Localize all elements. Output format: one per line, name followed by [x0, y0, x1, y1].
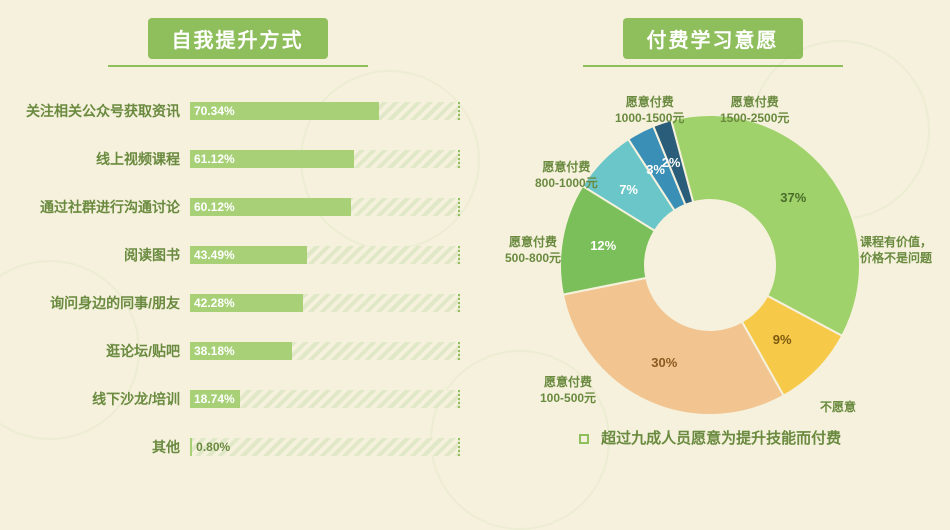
donut-pct: 9% — [773, 332, 792, 347]
bar-label: 其他 — [20, 437, 190, 457]
bar-row: 其他0.80% — [20, 431, 470, 463]
bar-track: 61.12% — [190, 150, 460, 168]
bar-value: 43.49% — [194, 246, 235, 264]
bar-track: 38.18% — [190, 342, 460, 360]
bar-label: 通过社群进行沟通讨论 — [20, 197, 190, 217]
donut-label: 不愿意 — [820, 400, 856, 416]
bar-value: 38.18% — [194, 342, 235, 360]
donut-label: 愿意付费1500-2500元 — [720, 95, 789, 126]
left-title-underline — [108, 65, 368, 67]
bar-label: 线上视频课程 — [20, 149, 190, 169]
donut-pct: 7% — [619, 182, 638, 197]
bar-track: 60.12% — [190, 198, 460, 216]
bar-track: 70.34% — [190, 102, 460, 120]
bar-value: 18.74% — [194, 390, 235, 408]
donut-label: 愿意付费800-1000元 — [535, 160, 598, 191]
donut-pct: 2% — [662, 155, 681, 170]
donut-chart: 37%9%30%12%7%3%2%课程有价值，价格不是问题不愿意愿意付费100-… — [560, 115, 860, 415]
donut-label: 愿意付费500-800元 — [505, 235, 561, 266]
bar-track: 43.49% — [190, 246, 460, 264]
donut-pct: 12% — [590, 238, 616, 253]
footnote-bullet-icon — [579, 434, 589, 444]
bar-value: 0.80% — [192, 438, 230, 456]
bar-value: 70.34% — [194, 102, 235, 120]
donut-label: 愿意付费100-500元 — [540, 375, 596, 406]
donut-label: 愿意付费1000-1500元 — [615, 95, 684, 126]
donut-pct: 37% — [780, 190, 806, 205]
bar-track: 0.80% — [190, 438, 460, 456]
donut-center — [645, 200, 775, 330]
footnote: 超过九成人员愿意为提升技能而付费 — [470, 427, 950, 448]
footnote-text: 超过九成人员愿意为提升技能而付费 — [601, 430, 841, 447]
donut-panel: 37%9%30%12%7%3%2%课程有价值，价格不是问题不愿意愿意付费100-… — [470, 95, 950, 479]
donut-label: 课程有价值，价格不是问题 — [860, 235, 932, 266]
right-title: 付费学习意愿 — [623, 18, 803, 59]
bar-label: 关注相关公众号获取资讯 — [20, 101, 190, 121]
bar-value: 61.12% — [194, 150, 235, 168]
left-title-wrap: 自我提升方式 — [108, 18, 368, 67]
bar-track: 18.74% — [190, 390, 460, 408]
donut-pct: 30% — [651, 355, 677, 370]
bar-track: 42.28% — [190, 294, 460, 312]
bar-value: 42.28% — [194, 294, 235, 312]
left-title: 自我提升方式 — [148, 18, 328, 59]
bar-value: 60.12% — [194, 198, 235, 216]
